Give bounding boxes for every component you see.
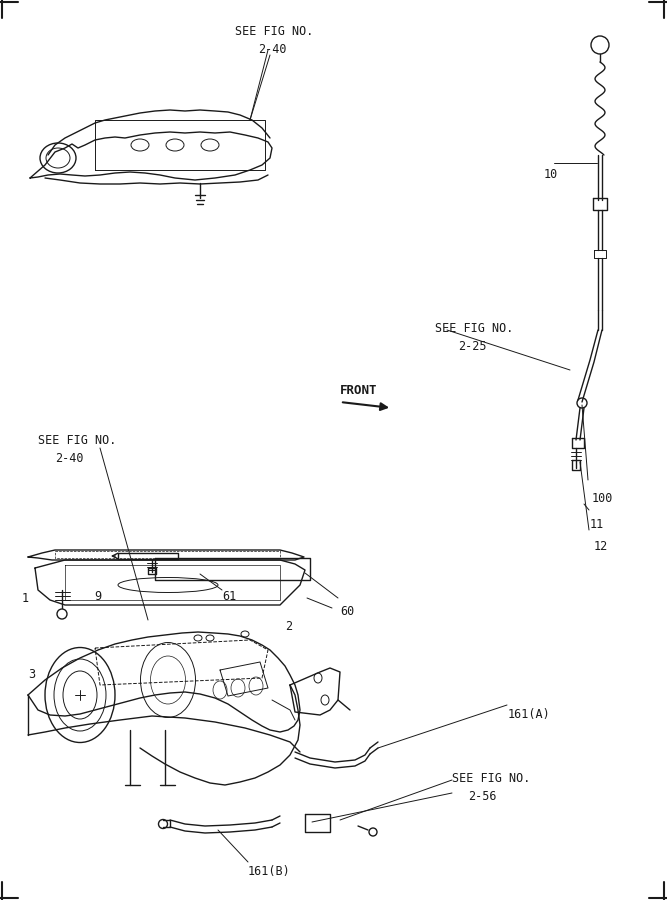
Text: 2-40: 2-40 <box>55 452 83 465</box>
Text: 100: 100 <box>592 492 614 505</box>
Text: 2: 2 <box>285 620 292 633</box>
Text: SEE FIG NO.: SEE FIG NO. <box>452 772 530 785</box>
Text: SEE FIG NO.: SEE FIG NO. <box>435 322 514 335</box>
Text: 60: 60 <box>340 605 354 618</box>
Text: 161(B): 161(B) <box>248 865 291 878</box>
Text: SEE FIG NO.: SEE FIG NO. <box>38 434 116 447</box>
Text: FRONT: FRONT <box>340 384 378 397</box>
Text: 3: 3 <box>28 668 35 681</box>
Text: SEE FIG NO.: SEE FIG NO. <box>235 25 313 38</box>
Text: 2-25: 2-25 <box>458 340 486 353</box>
Text: 161(A): 161(A) <box>508 708 551 721</box>
Text: 1: 1 <box>22 592 29 605</box>
Text: 12: 12 <box>594 540 608 553</box>
Text: 2-56: 2-56 <box>468 790 496 803</box>
Text: 2-40: 2-40 <box>258 43 287 56</box>
Text: 10: 10 <box>544 168 558 181</box>
Text: 11: 11 <box>590 518 604 531</box>
Text: 9: 9 <box>94 590 101 603</box>
Text: 61: 61 <box>222 590 236 603</box>
